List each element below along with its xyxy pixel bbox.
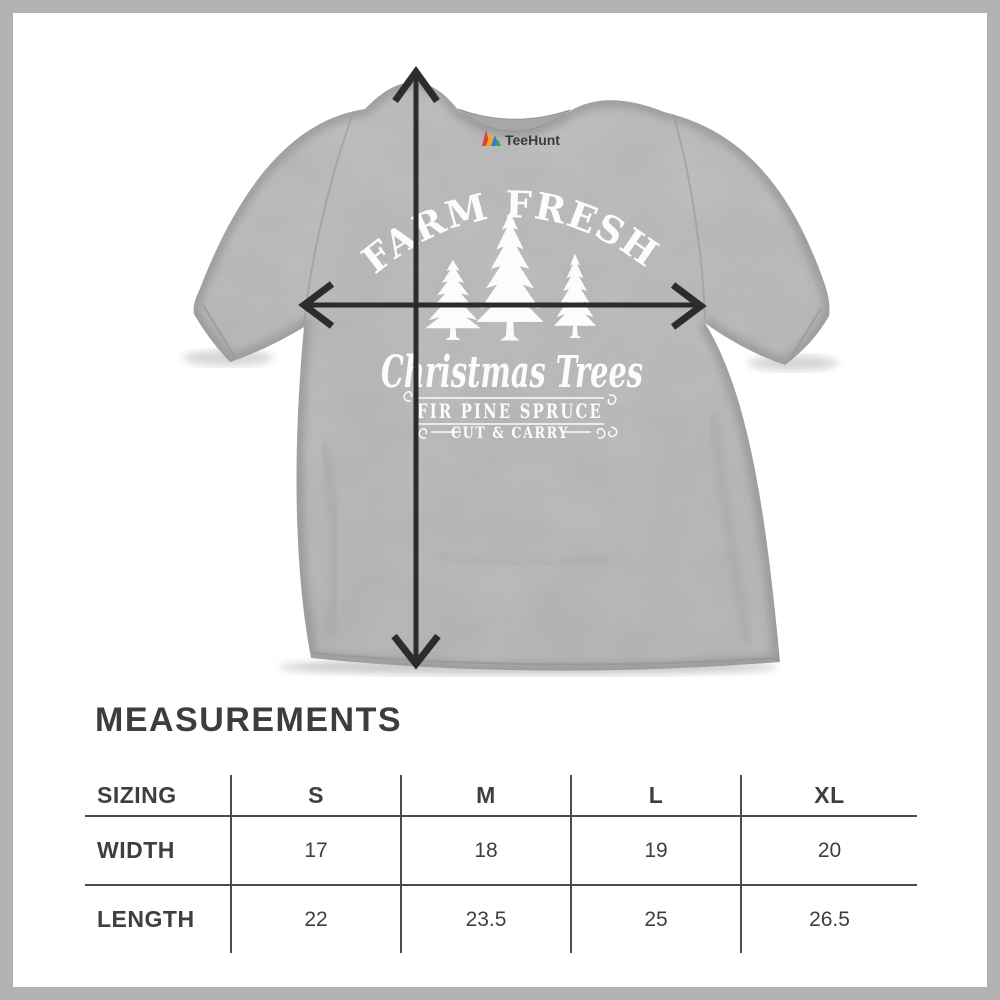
- length-value-s: 22: [230, 886, 400, 953]
- tshirt-photo: TeeHunt FARM FRESH Christmas Trees FIR P…: [183, 66, 838, 675]
- table-header-size-s: S: [230, 775, 400, 817]
- design-tagline: CUT & CARRY: [451, 423, 569, 442]
- design-subtitle: FIR PINE SPRUCE: [417, 399, 603, 423]
- width-value-xl: 20: [740, 817, 917, 886]
- width-value-l: 19: [570, 817, 740, 886]
- length-value-xl: 26.5: [740, 886, 917, 953]
- flourish-icon: [403, 391, 618, 439]
- table-row-width-label: WIDTH: [85, 817, 230, 886]
- table-header-size-l: L: [570, 775, 740, 817]
- collar: [457, 108, 571, 136]
- measurements-heading: MEASUREMENTS: [95, 701, 403, 739]
- neck-label: TeeHunt: [482, 130, 560, 148]
- table-header-size-m: M: [400, 775, 570, 817]
- table-header-size-xl: XL: [740, 775, 917, 817]
- table-header-sizing: SIZING: [85, 775, 230, 817]
- width-arrow-icon: [298, 281, 707, 330]
- length-value-m: 23.5: [400, 886, 570, 953]
- length-value-l: 25: [570, 886, 740, 953]
- width-value-m: 18: [400, 817, 570, 886]
- brand-logo-icon: [482, 130, 501, 146]
- length-arrow-icon: [391, 66, 441, 670]
- design-script-text: Christmas Trees: [381, 347, 643, 398]
- width-value-s: 17: [230, 817, 400, 886]
- size-table: SIZING S M L XL WIDTH 17 18 19 20 LENGTH…: [85, 775, 917, 953]
- table-row-length-label: LENGTH: [97, 906, 195, 932]
- brand-text: TeeHunt: [505, 132, 560, 148]
- measurement-arrows: [298, 66, 707, 670]
